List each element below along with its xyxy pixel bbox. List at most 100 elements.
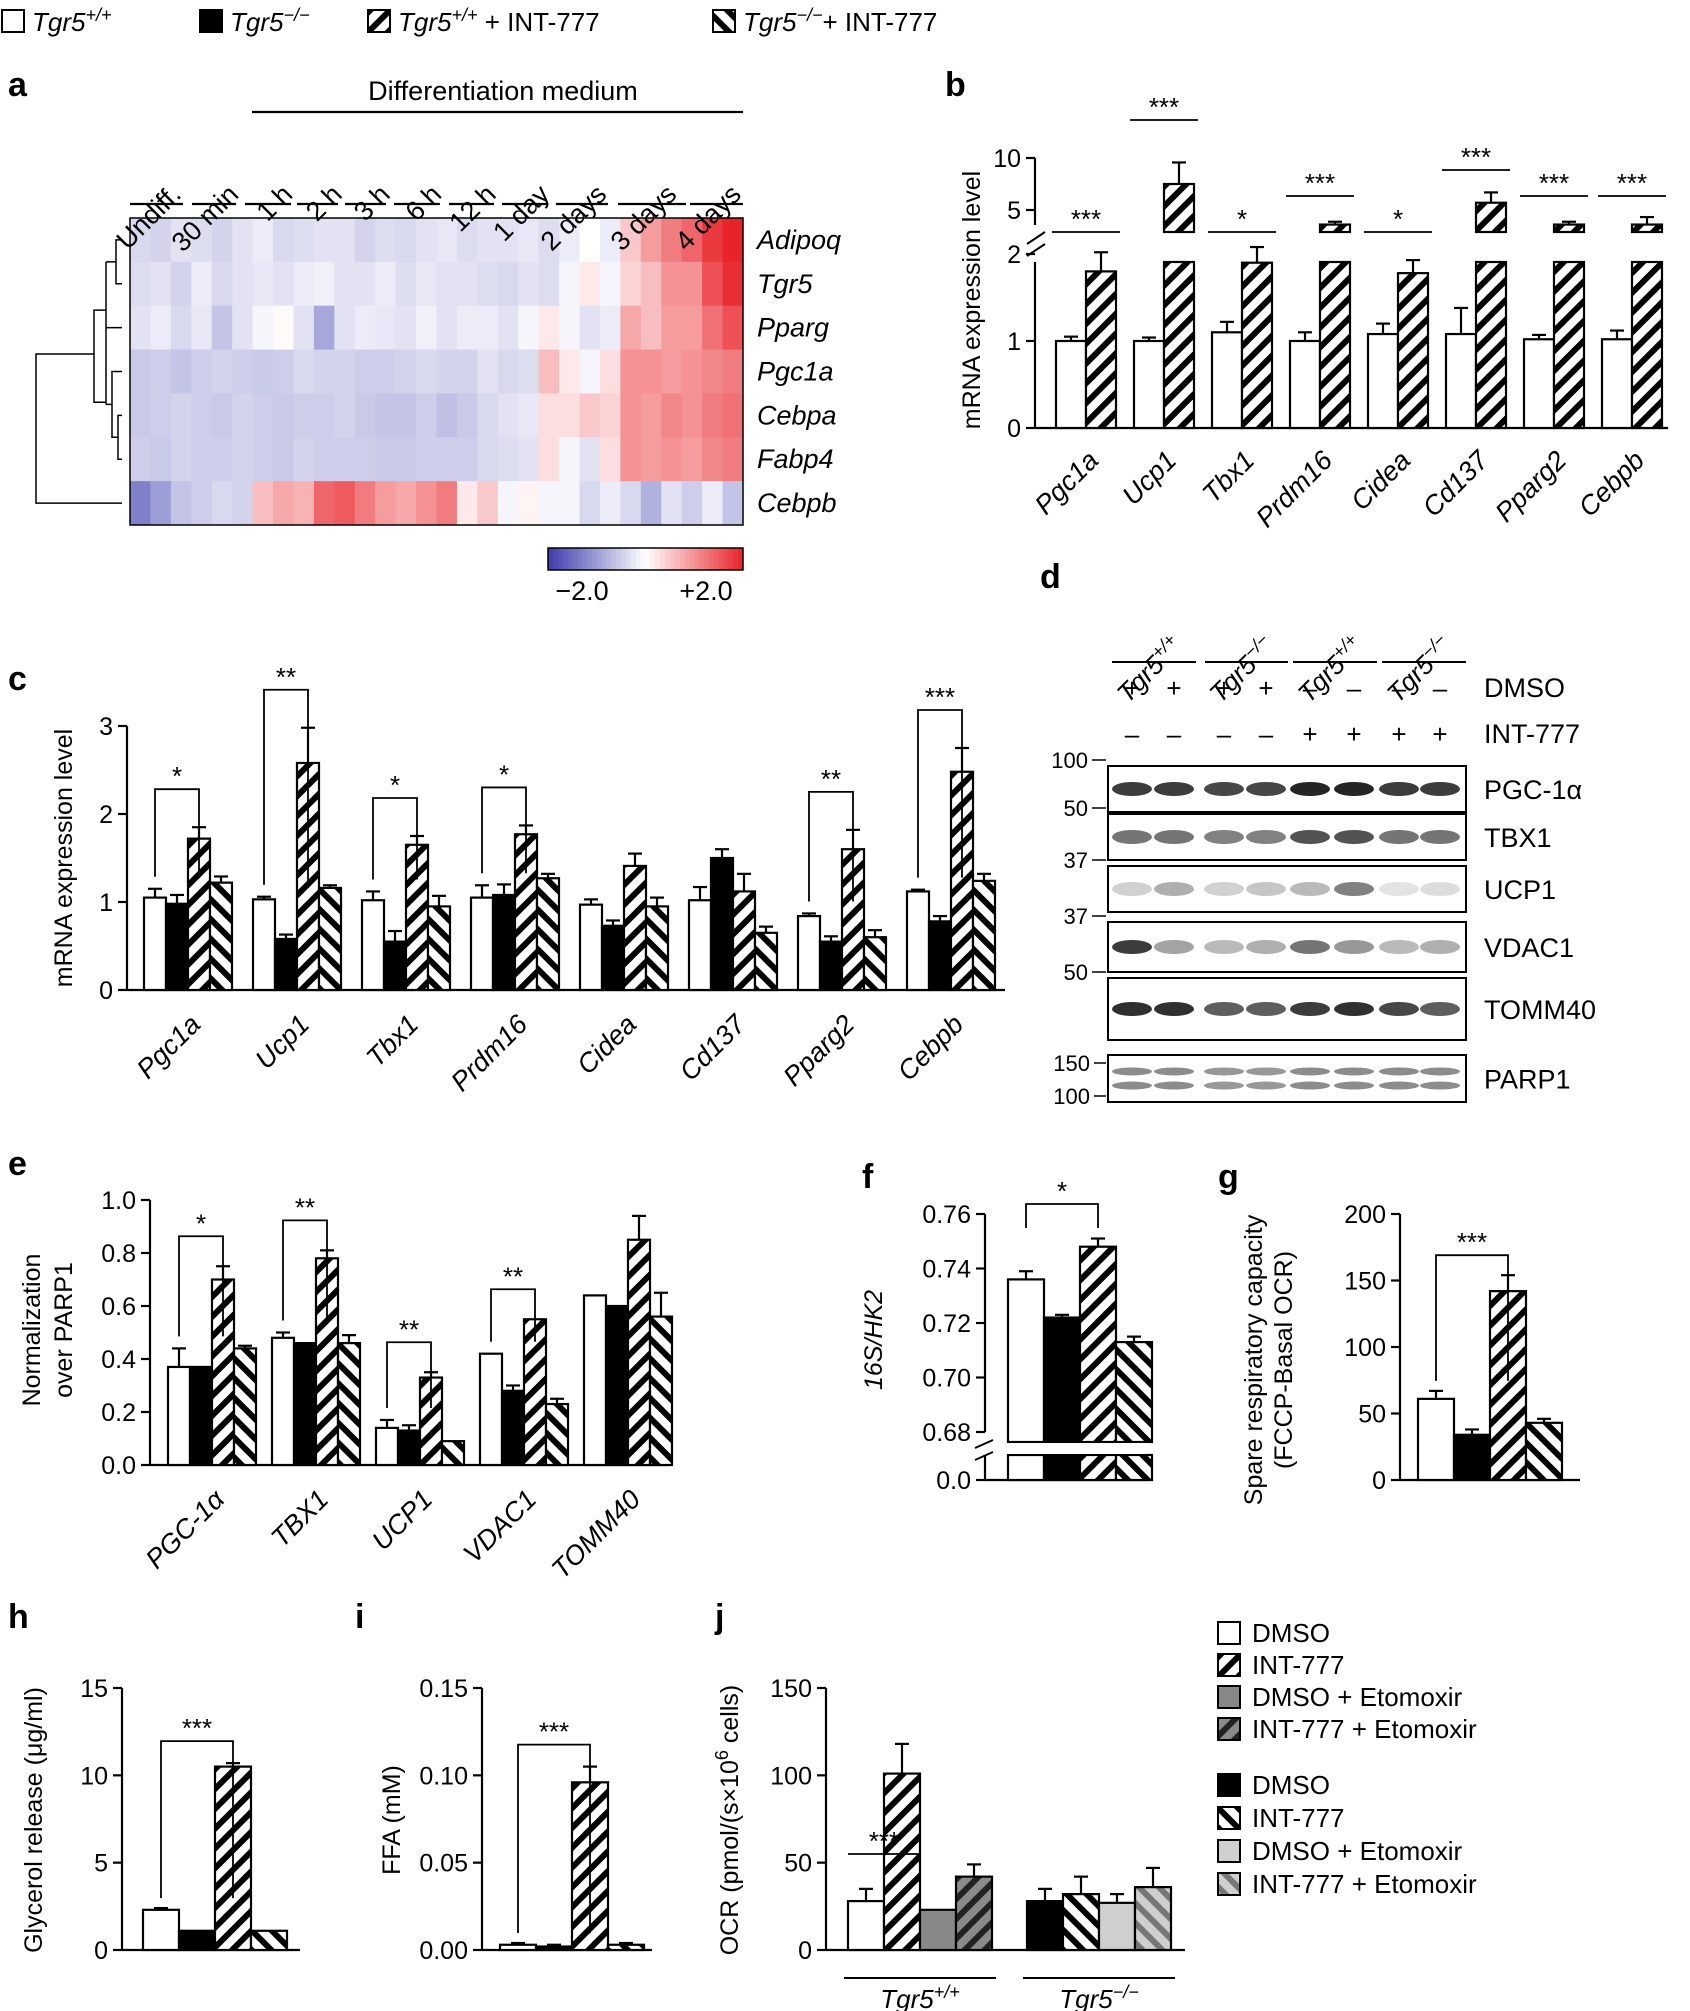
legend-label: DMSO: [1252, 1618, 1330, 1648]
heatmap-cell: [130, 305, 151, 351]
panel-label-j: j: [714, 1598, 724, 1636]
y-axis-label: Glycerol release (μg/ml): [20, 1687, 48, 1953]
heatmap-cell: [375, 437, 397, 482]
heatmap-cell: [538, 349, 560, 394]
heatmap-cell: [640, 218, 662, 263]
heatmap-cell: [191, 305, 213, 351]
bar-hatch: [731, 890, 757, 992]
bar-black: [604, 1304, 630, 1467]
colorbar-segment: [606, 548, 612, 570]
heatmap-cell: [579, 349, 601, 394]
heatmap-cell: [599, 481, 621, 526]
bar-stub-hatch: [1078, 1453, 1118, 1482]
category-label: Tbx1: [361, 1009, 425, 1073]
y-tick-label: 0.4: [101, 1346, 136, 1374]
heatmap-cell: [354, 437, 376, 482]
blot-band: [1246, 782, 1286, 796]
bar-hatchrev: [426, 905, 452, 992]
legend-swatch-gray_dark: [1217, 1685, 1241, 1709]
colorbar-segment: [684, 548, 690, 570]
heatmap-cell: [211, 218, 233, 263]
bar-int777-lower: [1162, 260, 1196, 430]
heatmap-cell: [518, 481, 540, 526]
heatmap-cell: [313, 437, 335, 482]
y-tick-label: 0: [1007, 415, 1021, 443]
significance-label: **: [821, 764, 841, 794]
heatmap-cell: [599, 437, 621, 482]
y-tick-label: 0.70: [922, 1365, 971, 1393]
y-tick-label: 0.0: [936, 1467, 971, 1495]
heatmap-cell: [334, 218, 356, 263]
y-tick-label: 0.74: [922, 1256, 971, 1284]
heatmap-cell: [722, 261, 744, 307]
heatmap-cell: [232, 349, 254, 394]
significance-label: ***: [1457, 1227, 1487, 1257]
significance-label: *: [1393, 204, 1403, 234]
blot-band: [1112, 940, 1152, 954]
blot-band: [1154, 882, 1194, 896]
colorbar-segment: [718, 548, 724, 570]
legend-swatch-hatch: [367, 9, 391, 33]
heatmap-cell: [375, 218, 397, 263]
bar-gray_light: [1097, 1901, 1137, 1952]
bar-control: [1522, 338, 1556, 430]
bar-white: [166, 1365, 192, 1467]
heatmap-cell: [559, 218, 581, 263]
heatmap-cell: [456, 261, 478, 307]
blot-band: [1290, 1067, 1330, 1076]
category-label: Prdm16: [1250, 444, 1339, 533]
heatmap-cell: [559, 261, 581, 307]
bar-black: [1452, 1433, 1492, 1482]
y-tick-label: 0.8: [101, 1240, 136, 1268]
bar-chart-g: 0 50 100 150 200 *** Spare respiratory capacit…: [1240, 1201, 1580, 1505]
colorbar-min-label: −2.0: [555, 576, 608, 606]
heatmap-cell: [599, 218, 621, 263]
heatmap-cell: [293, 218, 315, 263]
colorbar-segment: [552, 548, 559, 570]
heatmap-cell: [334, 393, 356, 438]
heatmap-cell: [559, 305, 581, 351]
heatmap-cell: [722, 349, 744, 394]
heatmap-cell: [497, 349, 519, 394]
blot-band: [1290, 830, 1330, 844]
heatmap-cell: [273, 437, 294, 482]
y-tick-label: 0.00: [419, 1937, 468, 1965]
heatmap-cell: [191, 349, 213, 394]
bar-chart-e: 0.0 0.2 0.4 0.6 0.8 1.0 PGC-1α * TBX1 ** UCP1 ** VDA…: [18, 1187, 674, 1584]
colorbar-segment: [587, 548, 593, 570]
blot-band: [1334, 1067, 1374, 1076]
heatmap-cell: [170, 349, 192, 394]
category-label: Cebpb: [1573, 445, 1650, 522]
treatment-mark: –: [1433, 673, 1448, 703]
y-tick-label: 150: [1344, 1268, 1386, 1296]
blot-band: [1204, 782, 1244, 796]
heatmap-cell: [559, 481, 581, 526]
treatment-mark: +: [1124, 673, 1139, 703]
heatmap-cell: [354, 305, 376, 351]
heatmap-cell: [211, 481, 233, 526]
heatmap-cell: [170, 437, 192, 482]
colorbar-segment: [640, 548, 646, 570]
heatmap-cell: [313, 218, 335, 263]
significance-label: *: [390, 770, 400, 800]
heatmap-cell: [416, 261, 437, 307]
significance-label: ***: [539, 1717, 569, 1747]
heatmap-cell: [518, 218, 540, 263]
heatmap-row-label: Pgc1a: [757, 357, 834, 387]
treatment-mark: –: [1392, 673, 1407, 703]
bar-white: [360, 899, 386, 992]
heatmap-cell: [334, 481, 356, 526]
heatmap-cell: [395, 393, 417, 438]
bar-chart-i: 0.00 0.05 0.10 0.15 *** FFA (mM): [378, 1675, 652, 1965]
heatmap-cell: [538, 218, 560, 263]
heatmap-cell: [334, 305, 356, 351]
significance-label: **: [503, 1261, 523, 1291]
blot-band: [1154, 1081, 1194, 1090]
significance-bracket: [517, 1743, 591, 1934]
heatmap-cell: [620, 481, 642, 526]
y-tick-label: 0.68: [922, 1419, 971, 1447]
blot-band: [1154, 1067, 1194, 1076]
heatmap-cell: [681, 481, 703, 526]
blot-band: [1154, 782, 1194, 796]
colorbar-segment: [635, 548, 642, 570]
